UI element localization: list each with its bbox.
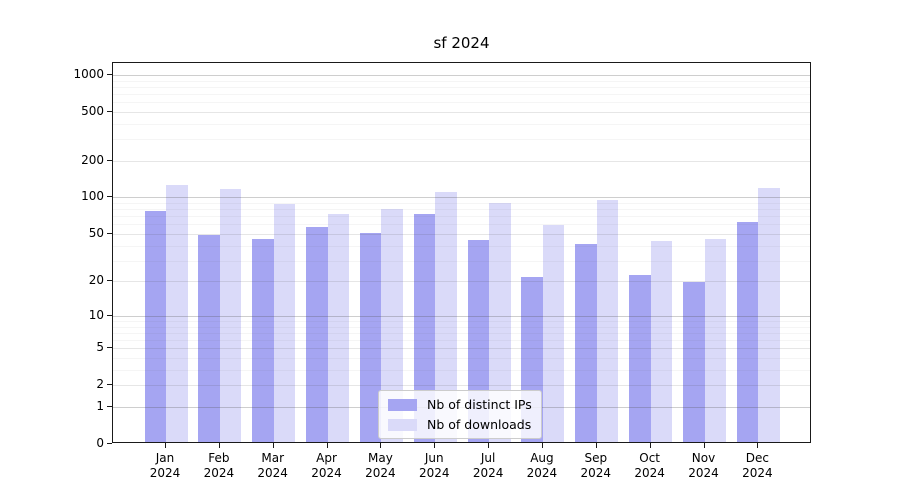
bar-downloads xyxy=(381,209,403,442)
bar-distinct-ips xyxy=(413,213,436,442)
bars-layer xyxy=(113,63,810,442)
bar-downloads xyxy=(327,214,350,442)
bar-downloads xyxy=(704,238,726,442)
x-axis-tick xyxy=(541,443,543,448)
bar-downloads xyxy=(219,189,242,442)
chart-title: sf 2024 xyxy=(433,34,490,52)
x-tick-label: Jun 2024 xyxy=(418,451,450,480)
y-tick-label: 2 xyxy=(96,377,104,392)
y-axis-tick xyxy=(107,443,112,444)
x-axis-tick xyxy=(488,443,490,448)
x-tick-label: Apr 2024 xyxy=(311,451,342,480)
bar-distinct-ips xyxy=(683,281,705,442)
bar-distinct-ips xyxy=(144,210,166,442)
legend-label: Nb of distinct IPs xyxy=(427,397,532,412)
y-tick-label: 0 xyxy=(96,436,104,450)
x-tick-label: May 2024 xyxy=(365,451,396,480)
x-tick-label: Feb 2024 xyxy=(203,451,235,480)
x-tick-label: Nov 2024 xyxy=(688,451,719,480)
x-tick-label: Oct 2024 xyxy=(634,451,665,480)
bar-distinct-ips xyxy=(736,221,759,442)
x-tick-label: Mar 2024 xyxy=(257,451,288,480)
x-tick-label: Sep 2024 xyxy=(580,451,612,480)
x-tick-label: Jul 2024 xyxy=(472,451,504,480)
legend-swatch-distinct-ips xyxy=(388,398,417,411)
bar-distinct-ips xyxy=(306,226,328,442)
bar-distinct-ips xyxy=(359,233,382,442)
y-tick-label: 200 xyxy=(81,152,104,167)
bar-distinct-ips xyxy=(629,274,651,442)
x-axis-tick xyxy=(434,443,436,448)
bar-distinct-ips xyxy=(252,238,274,442)
x-axis-tick xyxy=(757,443,759,448)
y-tick-label: 5 xyxy=(96,340,104,355)
legend-swatch-downloads xyxy=(388,418,417,431)
x-axis-tick xyxy=(595,443,597,448)
plot-area xyxy=(112,62,811,443)
x-axis-tick xyxy=(326,443,328,448)
x-axis-tick xyxy=(272,443,274,448)
x-tick-label: Jan 2024 xyxy=(149,451,181,480)
bar-distinct-ips xyxy=(575,243,597,442)
legend: Nb of distinct IPs Nb of downloads xyxy=(378,390,542,439)
x-axis-tick xyxy=(165,443,166,448)
y-tick-label: 50 xyxy=(88,225,104,240)
x-axis-tick xyxy=(380,443,382,448)
bar-downloads xyxy=(166,185,188,442)
bar-distinct-ips xyxy=(198,235,220,442)
x-axis-tick xyxy=(649,443,651,448)
bar-downloads xyxy=(542,225,565,442)
legend-item: Nb of downloads xyxy=(388,417,532,432)
legend-label: Nb of downloads xyxy=(427,417,532,432)
bar-downloads xyxy=(273,204,296,442)
x-axis-tick xyxy=(218,443,220,448)
y-tick-label: 20 xyxy=(88,273,104,288)
x-tick-label: Aug 2024 xyxy=(526,451,558,480)
y-tick-label: 500 xyxy=(81,103,104,118)
y-tick-label: 100 xyxy=(81,189,104,204)
y-tick-label: 1000 xyxy=(73,66,104,81)
bar-downloads xyxy=(650,241,673,442)
x-tick-label: Dec 2024 xyxy=(742,451,773,480)
bar-downloads xyxy=(489,202,511,442)
bar-downloads xyxy=(435,192,457,442)
legend-item: Nb of distinct IPs xyxy=(388,397,532,412)
y-tick-label: 10 xyxy=(88,307,104,322)
x-axis-tick xyxy=(703,443,705,448)
bar-downloads xyxy=(596,200,619,442)
y-tick-label: 1 xyxy=(96,398,104,413)
bar-downloads xyxy=(758,188,780,442)
